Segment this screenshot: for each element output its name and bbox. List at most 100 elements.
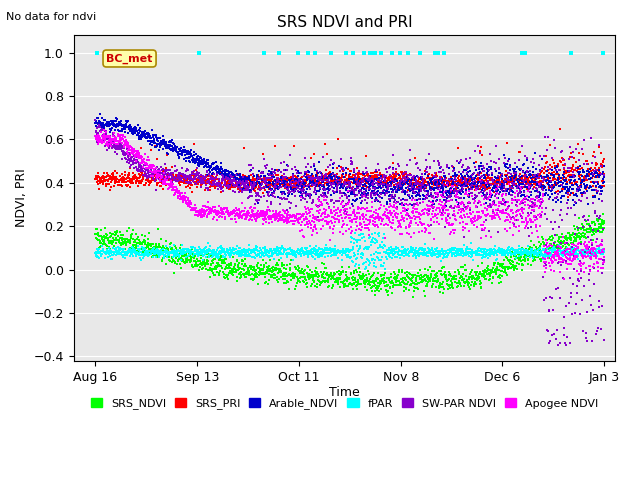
Point [586, 251, 596, 259]
Point [268, 250, 278, 257]
Point [206, 163, 216, 170]
Point [361, 258, 371, 266]
Point [192, 180, 202, 187]
Point [142, 129, 152, 137]
Point [543, 259, 554, 267]
Point [208, 207, 218, 215]
Point [313, 273, 323, 281]
Point [164, 177, 174, 184]
Point [389, 281, 399, 289]
Point [249, 172, 259, 180]
Point [417, 182, 428, 190]
Point [552, 243, 562, 251]
Point [175, 248, 186, 255]
Point [301, 249, 311, 257]
Point [556, 198, 566, 205]
Point [236, 173, 246, 180]
Point [110, 133, 120, 141]
Point [244, 178, 255, 186]
Point [411, 219, 421, 227]
Point [556, 206, 566, 214]
Point [303, 220, 314, 228]
Point [353, 205, 363, 213]
Point [408, 174, 418, 182]
Point [137, 250, 147, 258]
Point [93, 132, 104, 140]
Point [109, 49, 119, 57]
Point [531, 173, 541, 180]
Point [357, 211, 367, 219]
Point [390, 248, 400, 256]
Point [326, 170, 336, 178]
Point [449, 186, 460, 193]
Point [138, 174, 148, 181]
Point [222, 182, 232, 190]
Point [134, 179, 144, 187]
Point [433, 180, 444, 188]
Point [493, 260, 504, 268]
Point [97, 126, 107, 134]
Point [586, 170, 596, 178]
Point [146, 138, 156, 146]
Point [363, 224, 373, 232]
Point [475, 252, 485, 259]
Point [173, 171, 184, 179]
Point [221, 170, 232, 178]
Point [162, 180, 172, 188]
Point [213, 168, 223, 176]
Point [320, 246, 330, 254]
Point [287, 213, 297, 221]
Point [91, 234, 101, 242]
Point [214, 253, 225, 261]
Point [193, 174, 203, 181]
Point [202, 177, 212, 184]
Point [403, 273, 413, 280]
Point [248, 265, 259, 273]
Point [261, 178, 271, 185]
Point [480, 192, 490, 200]
Point [426, 273, 436, 281]
Point [312, 177, 323, 185]
Point [540, 241, 550, 249]
Point [132, 175, 142, 183]
Point [298, 274, 308, 281]
Point [349, 185, 360, 192]
Point [163, 173, 173, 180]
Point [498, 191, 508, 198]
Point [541, 204, 552, 212]
Point [192, 261, 202, 269]
Point [502, 254, 512, 262]
Point [460, 182, 470, 190]
Point [357, 193, 367, 201]
Point [591, 186, 601, 193]
Point [275, 180, 285, 188]
Point [124, 176, 134, 184]
Point [474, 179, 484, 186]
Point [346, 178, 356, 186]
Point [552, 247, 562, 254]
Point [173, 171, 184, 179]
Point [465, 174, 475, 182]
Point [158, 249, 168, 256]
Point [529, 172, 539, 180]
Point [292, 273, 302, 281]
Point [554, 173, 564, 181]
Point [172, 175, 182, 182]
Point [548, 259, 559, 266]
Point [509, 175, 520, 183]
Point [142, 134, 152, 142]
Point [470, 251, 481, 259]
Point [511, 212, 521, 220]
Point [470, 186, 480, 194]
Point [113, 236, 124, 243]
Point [442, 277, 452, 285]
Point [472, 179, 483, 186]
Point [515, 189, 525, 197]
Point [512, 250, 522, 257]
Point [131, 244, 141, 252]
Point [396, 181, 406, 189]
Point [458, 252, 468, 260]
Point [338, 279, 348, 287]
Point [394, 252, 404, 259]
Point [490, 259, 500, 266]
